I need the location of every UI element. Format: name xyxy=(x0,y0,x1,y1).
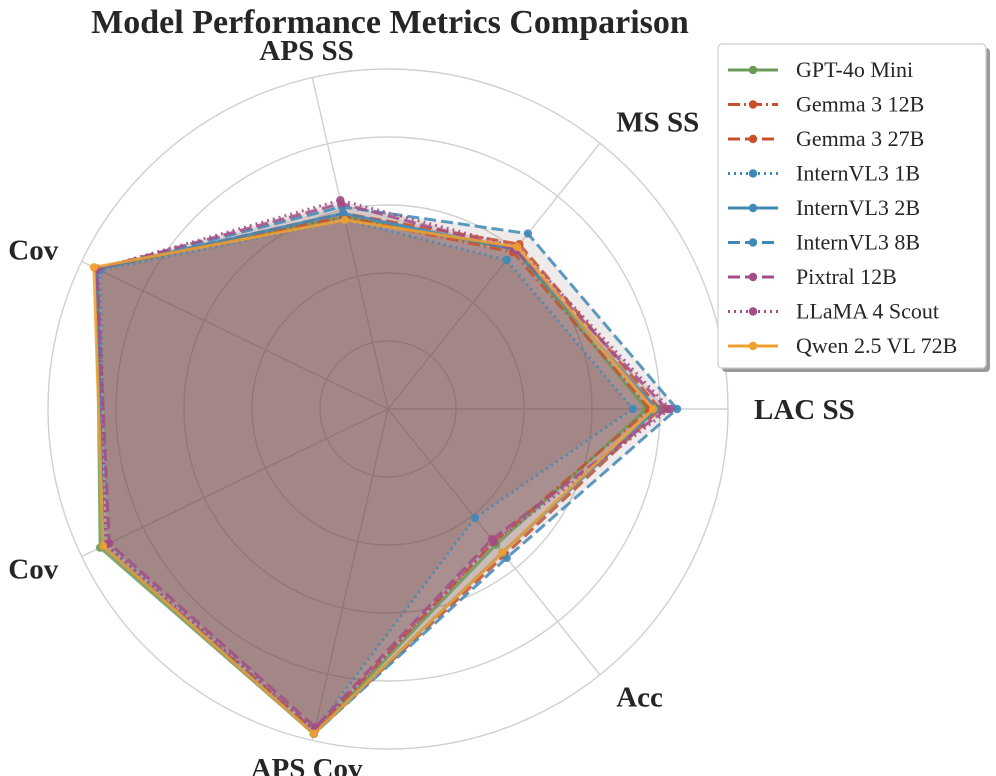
point-internvl3-8b-lac-ss xyxy=(672,404,682,414)
series-fill-qwen-2-5-vl-72b xyxy=(93,220,654,734)
legend-item-qwen-2-5-vl-72b: Qwen 2.5 VL 72B xyxy=(728,333,957,358)
series-fill-internvl3-2b xyxy=(97,213,657,734)
legend-label: InternVL3 1B xyxy=(796,161,920,186)
point-qwen-2-5-vl-72b-aps-ss xyxy=(340,215,350,225)
legend-label: InternVL3 8B xyxy=(796,230,920,255)
point-qwen-2-5-vl-72b-lac-cov xyxy=(89,263,99,272)
series-fill-gemma-3-12b xyxy=(97,216,650,731)
point-llama-4-scout-lac-ss xyxy=(666,404,675,414)
series-line-pixtral-12b xyxy=(95,202,669,729)
series-line-internvl3-1b xyxy=(98,218,635,732)
legend-label: Pixtral 12B xyxy=(796,264,897,289)
axis-label-ms-ss: MS SS xyxy=(616,106,699,138)
point-llama-4-scout-acc xyxy=(489,537,499,547)
series-line-qwen-2-5-vl-72b xyxy=(92,218,655,736)
legend-item-internvl3-8b: InternVL3 8B xyxy=(728,230,920,255)
legend-marker xyxy=(748,272,758,282)
legend-item-pixtral-12b: Pixtral 12B xyxy=(728,264,897,289)
series-line-internvl3-8b xyxy=(95,205,679,736)
series-fill-internvl3-8b xyxy=(97,206,677,734)
point-internvl3-8b-ms-ss xyxy=(523,229,533,238)
legend-marker xyxy=(748,169,758,178)
point-qwen-2-5-vl-72b-ms-ss xyxy=(513,242,522,252)
legend-label: LLaMA 4 Scout xyxy=(796,299,939,324)
point-qwen-2-5-vl-72b-aps-cov xyxy=(309,729,319,739)
axis-label-lac-ss: LAC SS xyxy=(754,394,855,426)
legend-label: Gemma 3 12B xyxy=(796,92,924,117)
axis-label-lac-cov: LAC Cov xyxy=(0,234,59,266)
legend-box xyxy=(717,43,987,369)
series-fill-llama-4-scout xyxy=(97,200,671,731)
point-qwen-2-5-vl-72b-acc xyxy=(498,548,507,557)
legend-item-gemma-3-27b: Gemma 3 27B xyxy=(728,126,924,151)
series-qwen-2-5-vl-72b xyxy=(89,215,658,739)
point-internvl3-2b-aps-ss xyxy=(339,209,348,218)
point-qwen-2-5-vl-72b-ms-cov xyxy=(98,541,108,551)
axis-label-aps-cov: APS Cov xyxy=(251,753,363,776)
legend-marker xyxy=(748,65,758,75)
axis-label-ms-cov: MS Cov xyxy=(0,554,59,586)
chart-title: Model Performance Metrics Comparison xyxy=(91,4,689,41)
legend-item-llama-4-scout: LLaMA 4 Scout xyxy=(728,299,939,324)
legend-marker xyxy=(748,307,758,316)
grid-spoke xyxy=(387,142,601,410)
legend-item-internvl3-2b: InternVL3 2B xyxy=(728,195,920,220)
series-fills xyxy=(93,200,677,734)
legend-marker xyxy=(748,203,758,213)
legend-item-internvl3-1b: InternVL3 1B xyxy=(728,161,920,186)
series-lines xyxy=(89,195,682,739)
point-llama-4-scout-aps-ss xyxy=(336,195,345,205)
legend-label: InternVL3 2B xyxy=(796,195,920,220)
point-internvl3-1b-ms-ss xyxy=(502,255,511,265)
legend-marker xyxy=(748,238,758,247)
legend-label: Gemma 3 27B xyxy=(796,126,924,151)
legend-label: GPT-4o Mini xyxy=(796,57,913,82)
axis-label-acc: Acc xyxy=(616,682,663,714)
series-line-llama-4-scout xyxy=(95,198,672,732)
axis-label-aps-ss: APS SS xyxy=(259,35,353,67)
legend-marker xyxy=(748,100,758,109)
grid-spoke xyxy=(311,408,389,741)
series-fill-gemma-3-27b xyxy=(97,213,660,734)
point-internvl3-1b-acc xyxy=(470,513,480,523)
legend-label: Qwen 2.5 VL 72B xyxy=(796,333,957,358)
series-fill-pixtral-12b xyxy=(97,203,667,728)
grid-spoke xyxy=(81,408,389,558)
legend-marker xyxy=(748,341,758,351)
legend-item-gpt-4o-mini: GPT-4o Mini xyxy=(728,57,913,82)
grid-spoke xyxy=(81,260,389,410)
legend-marker xyxy=(748,134,758,144)
series-fill-internvl3-1b xyxy=(100,220,633,731)
legend: GPT-4o Mini Gemma 3 12B Gemma 3 27B InternV… xyxy=(717,43,990,372)
series-fill-gpt-4o-mini xyxy=(97,216,647,734)
grid-spoke xyxy=(311,77,389,410)
point-internvl3-1b-lac-ss xyxy=(628,404,637,414)
axis-labels: LAC SS MS SS APS SS LAC Cov MS Cov APS Cov Acc xyxy=(0,35,855,776)
legend-item-gemma-3-12b: Gemma 3 12B xyxy=(728,92,924,117)
point-qwen-2-5-vl-72b-lac-ss xyxy=(649,404,658,414)
